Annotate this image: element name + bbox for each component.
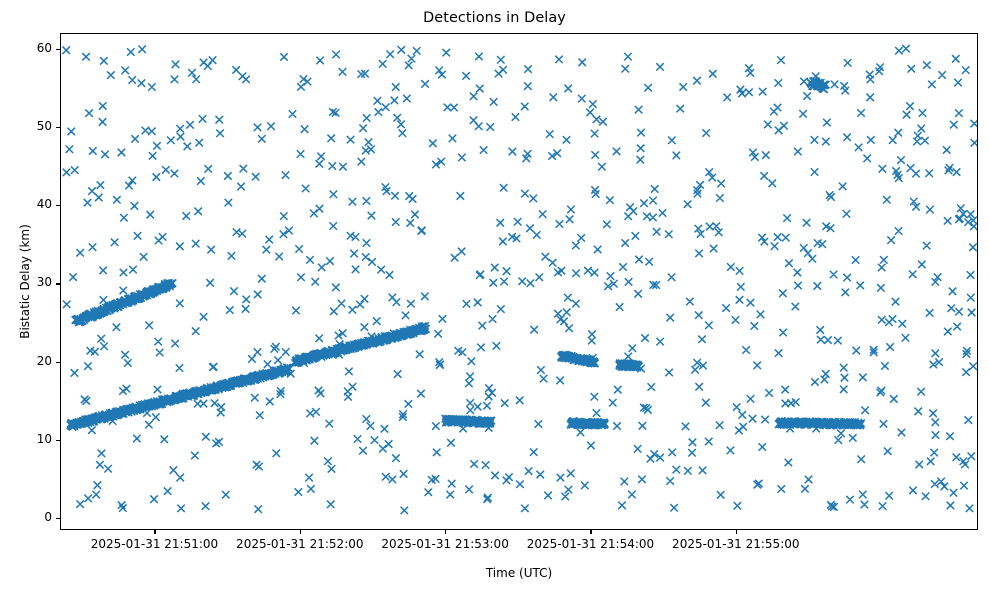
y-tick-label: 0 bbox=[44, 510, 52, 525]
y-tick-label: 30 bbox=[36, 275, 52, 290]
x-tick-mark bbox=[299, 530, 301, 534]
y-axis-label: Bistatic Delay (km) bbox=[18, 224, 32, 339]
x-tick-label: 2025-01-31 21:52:00 bbox=[236, 537, 364, 551]
y-tick-label: 10 bbox=[36, 431, 52, 446]
x-tick-label: 2025-01-31 21:51:00 bbox=[90, 537, 219, 551]
y-tick-mark bbox=[56, 126, 60, 128]
y-tick-mark bbox=[56, 205, 60, 207]
y-tick-mark bbox=[56, 283, 60, 285]
page-title: Detections in Delay bbox=[423, 10, 566, 26]
y-tick-label: 50 bbox=[36, 118, 52, 133]
y-tick-mark bbox=[56, 518, 60, 520]
x-tick-mark bbox=[590, 530, 592, 534]
y-tick-mark bbox=[56, 439, 60, 442]
scatter-marker-set bbox=[61, 44, 977, 515]
x-tick-label: 2025-01-31 21:54:00 bbox=[526, 537, 655, 551]
x-tick-label: 2025-01-31 21:55:00 bbox=[672, 537, 800, 551]
y-tick-label: 60 bbox=[36, 40, 52, 55]
y-tick-mark bbox=[56, 48, 60, 50]
x-axis-label: Time (UTC) bbox=[485, 566, 553, 580]
y-tick-mark bbox=[56, 361, 60, 363]
x-tick-mark bbox=[154, 530, 156, 534]
plot-area bbox=[60, 33, 978, 530]
x-tick-label: 2025-01-31 21:53:00 bbox=[381, 537, 509, 551]
y-tick-label: 40 bbox=[36, 197, 52, 212]
x-tick-mark bbox=[735, 530, 737, 534]
y-tick-label: 20 bbox=[36, 353, 52, 368]
scatter-points bbox=[61, 44, 977, 515]
x-tick-mark bbox=[445, 530, 447, 534]
